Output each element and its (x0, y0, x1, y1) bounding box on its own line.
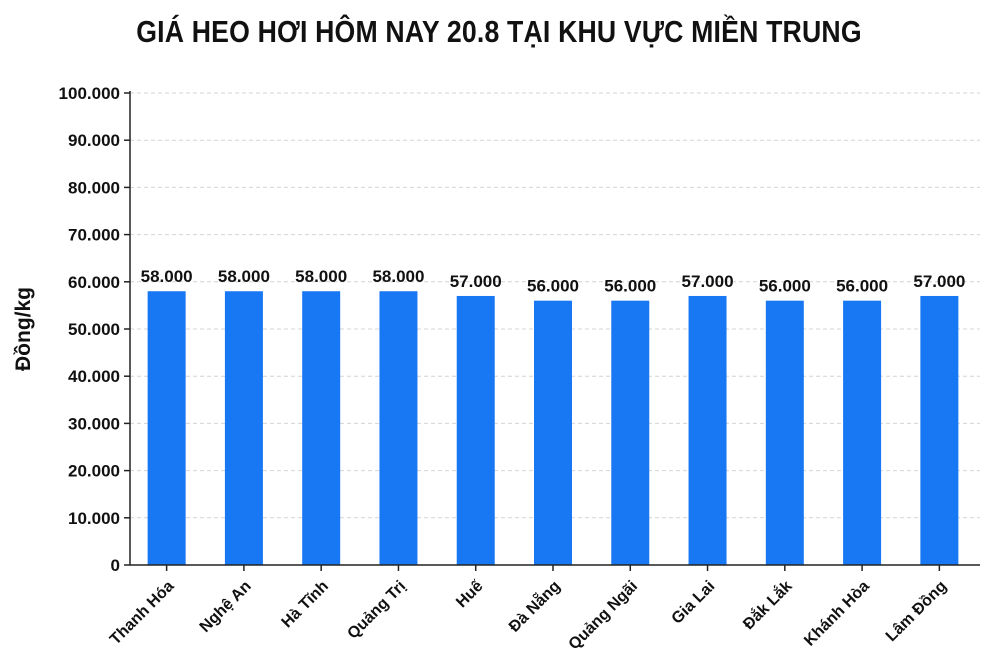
chart-title: GIÁ HEO HƠI HÔM NAY 20.8 TẠI KHU VỰC MIỀ… (136, 14, 862, 49)
y-tick-label: 0 (111, 556, 120, 575)
bar (611, 300, 650, 565)
bar (534, 300, 572, 565)
y-tick-label: 70.000 (68, 226, 120, 245)
data-label: 58.000 (372, 267, 424, 286)
y-tick-label: 80.000 (68, 178, 120, 197)
bar (147, 291, 186, 565)
data-label: 56.000 (527, 277, 579, 296)
data-label: 57.000 (450, 272, 502, 291)
x-tick-label: Quảng Trị (344, 578, 409, 643)
bar (688, 295, 727, 565)
y-tick-label: 20.000 (68, 462, 120, 481)
y-tick-label: 60.000 (68, 273, 120, 292)
y-tick-label: 100.000 (59, 84, 120, 103)
y-axis-title: Đồng/kg (12, 287, 35, 371)
y-tick-label: 40.000 (68, 367, 120, 386)
grid-lines (130, 92, 980, 519)
y-tick-label: 90.000 (68, 131, 120, 150)
bar (302, 291, 341, 565)
bar (765, 300, 804, 565)
data-label: 58.000 (295, 267, 347, 286)
x-tick-label: Gia Lai (669, 578, 719, 628)
data-label: 58.000 (218, 267, 270, 286)
y-tick-label: 10.000 (68, 509, 120, 528)
x-tick-label: Quảng Ngãi (566, 578, 642, 654)
bar (224, 291, 263, 565)
bars (147, 291, 959, 565)
data-label: 56.000 (836, 277, 888, 296)
x-tick-label: Lâm Đồng (883, 578, 950, 645)
bar (379, 291, 418, 565)
data-label: 56.000 (759, 277, 811, 296)
x-tick-label: Đà Nẵng (504, 576, 564, 636)
x-axis-ticks: Thanh Hóa Nghệ An Hà Tĩnh Quảng Trị Huế Đà Nẵ… (107, 565, 950, 653)
bar (843, 300, 882, 565)
x-tick-label: Huế (453, 578, 486, 611)
x-tick-label: Hà Tĩnh (279, 578, 333, 632)
x-tick-label: Thanh Hóa (107, 578, 178, 649)
data-labels: 58.000 58.000 58.000 58.000 57.000 56.000 56.0… (141, 267, 966, 295)
bar (920, 295, 959, 565)
y-tick-label: 30.000 (68, 414, 120, 433)
data-label: 58.000 (141, 267, 193, 286)
x-tick-label: Khánh Hòa (801, 578, 873, 650)
bar (456, 295, 495, 565)
data-label: 57.000 (682, 272, 734, 291)
data-label: 57.000 (913, 272, 965, 291)
y-tick-label: 50.000 (68, 320, 120, 339)
data-label: 56.000 (604, 277, 656, 296)
x-tick-label: Đắk Lắk (739, 576, 796, 633)
x-tick-label: Nghệ An (197, 578, 255, 636)
y-axis-ticks: 0 10.000 20.000 30.000 40.000 50.000 60.000 70.… (59, 84, 130, 575)
